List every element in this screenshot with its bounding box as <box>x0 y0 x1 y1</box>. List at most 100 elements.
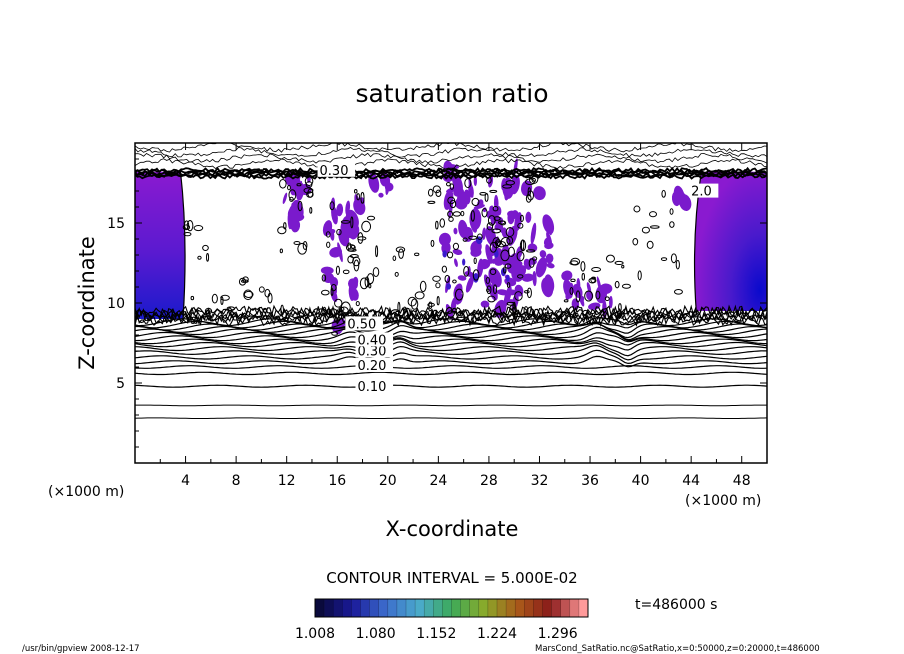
colorbar-cell <box>442 599 452 617</box>
contour-speck <box>288 189 297 201</box>
saturation-blob <box>504 185 510 201</box>
contour-speck <box>591 266 602 272</box>
contour-speck <box>182 224 191 231</box>
colorbar-cell <box>551 599 561 617</box>
contour-speck <box>432 275 441 282</box>
contour-label-bg <box>355 378 394 393</box>
contour-speck <box>486 285 492 295</box>
contour-speck <box>633 205 641 213</box>
colorbar-cell <box>460 599 470 617</box>
contour-speck <box>505 180 516 186</box>
saturation-blob <box>291 219 301 233</box>
contour-speck <box>584 290 593 302</box>
saturation-blob <box>354 194 361 212</box>
saturation-blob <box>457 275 467 281</box>
saturation-blob <box>378 192 384 198</box>
contour-speck <box>264 288 271 298</box>
contour-speck <box>243 289 253 301</box>
contour-speck <box>519 214 524 223</box>
contour-speck <box>334 298 343 308</box>
contour-speck <box>591 276 596 280</box>
contour-speck <box>392 255 397 262</box>
contour-speck <box>509 304 517 314</box>
contour-speck <box>309 207 313 214</box>
saturation-blob <box>458 219 468 239</box>
contour-speck <box>464 178 472 189</box>
colorbar-cell <box>569 599 580 617</box>
contour-speck <box>506 301 516 306</box>
contour-speck <box>353 259 360 272</box>
saturation-blob <box>521 273 535 282</box>
contour-label-bg <box>345 316 383 331</box>
x-tick-label: 4 <box>181 473 190 489</box>
contour-speck <box>649 225 660 229</box>
contour-speck <box>430 313 434 318</box>
contour-speck <box>211 293 218 304</box>
saturation-blob <box>546 231 553 246</box>
contour-speck <box>372 267 380 278</box>
contour-speck <box>500 249 510 262</box>
contour-speck <box>470 210 475 222</box>
contour-speck <box>524 290 530 294</box>
contour-speck <box>462 237 468 242</box>
contour-speck <box>503 266 507 274</box>
contour-speck <box>368 283 372 289</box>
saturation-blob <box>539 250 547 258</box>
contour-speck <box>504 263 512 269</box>
saturation-blob <box>465 275 474 293</box>
contour-speck <box>183 220 190 230</box>
contour-line-ragged <box>135 307 767 322</box>
contour-speck <box>481 208 488 218</box>
contour-speck <box>190 295 195 301</box>
x-axis-ticks: 4 8 12 16 20 24 28 32 36 40 44 48 <box>159 143 751 489</box>
colorbar-tick-labels: 1.008 1.080 1.152 1.224 1.296 <box>295 626 578 642</box>
contour-line-upper <box>135 152 767 164</box>
contour-speck <box>555 311 564 319</box>
contour-speck <box>449 199 457 209</box>
contour-speck <box>297 200 303 212</box>
saturation-blob <box>291 179 302 185</box>
contour-speck <box>193 225 204 232</box>
contour-line-upper <box>135 143 767 153</box>
contour-speck <box>328 308 338 318</box>
contour-speck <box>444 274 450 283</box>
contour-line <box>135 314 767 327</box>
contour-label-bg <box>355 358 394 372</box>
saturation-blob <box>329 229 336 234</box>
saturation-core <box>442 250 447 258</box>
saturation-core <box>505 274 510 282</box>
contour-speck <box>527 187 531 197</box>
contour-speck <box>491 228 502 234</box>
y-tick-label: 5 <box>116 376 125 392</box>
saturation-blob <box>535 257 547 278</box>
contour-line <box>135 341 767 357</box>
contour-speck <box>563 299 569 303</box>
colorbar-cell <box>506 599 516 617</box>
colorbar-cell <box>424 599 434 617</box>
contour-line <box>135 404 767 407</box>
contour-speck <box>574 312 579 317</box>
contour-speck <box>595 290 601 300</box>
contour-speck <box>454 288 464 301</box>
contour-line <box>135 349 767 365</box>
contour-speck <box>394 271 399 277</box>
saturation-blob <box>507 210 515 225</box>
saturation-blob <box>482 227 486 240</box>
colorbar-cell <box>433 599 443 617</box>
contour-speck <box>402 306 407 313</box>
contour-speck <box>621 264 625 269</box>
contour-label: 2.0 <box>691 185 712 200</box>
contour-speck <box>660 257 668 262</box>
contour-speck <box>632 238 639 246</box>
colorbar-cell <box>324 599 334 617</box>
colorbar-cell <box>515 599 525 617</box>
contour-speck <box>448 216 454 222</box>
contour-speck <box>283 222 287 230</box>
contour-speck <box>460 210 465 217</box>
contour-speck <box>605 254 615 263</box>
contour-speck <box>202 244 209 252</box>
saturation-blob <box>478 259 491 270</box>
colorbar-tick-label: 1.152 <box>416 626 456 642</box>
contour-speck <box>375 245 379 258</box>
contour-speck <box>441 265 448 273</box>
